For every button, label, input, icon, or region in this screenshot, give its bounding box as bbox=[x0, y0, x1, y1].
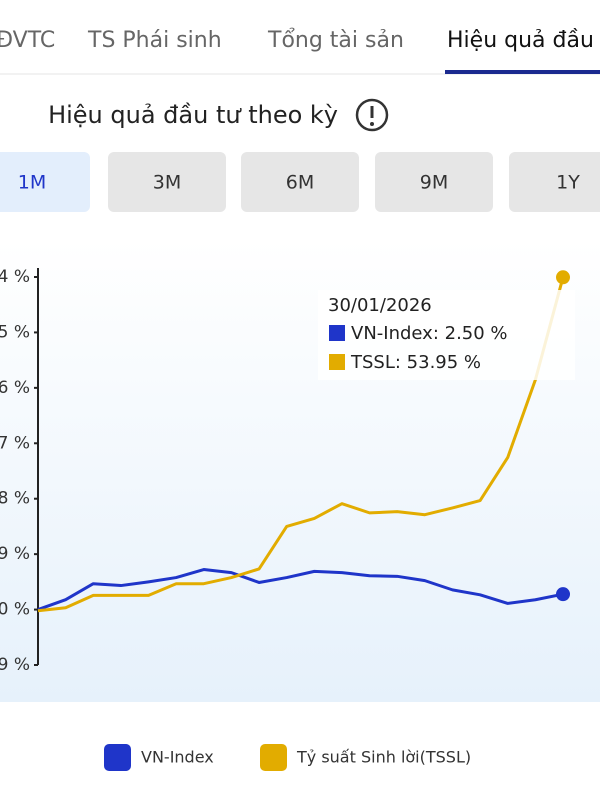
period-button-bg bbox=[375, 152, 493, 212]
series-line bbox=[37, 276, 565, 613]
period-button-bg bbox=[0, 152, 90, 212]
tooltip-swatch bbox=[329, 325, 345, 341]
period-button-bg bbox=[241, 152, 359, 212]
period-button[interactable]: 1M bbox=[0, 152, 90, 212]
legend-swatch bbox=[104, 744, 131, 771]
tooltip-item: TSSL: 53.95 % bbox=[350, 352, 481, 373]
tooltip-date: 30/01/2026 bbox=[328, 295, 432, 316]
y-tick-label: 0 % bbox=[0, 600, 30, 620]
period-button[interactable]: 6M bbox=[241, 152, 359, 212]
y-tick-label: 18 % bbox=[0, 489, 30, 509]
legend-swatch bbox=[260, 744, 287, 771]
info-icon[interactable] bbox=[355, 98, 389, 132]
end-point bbox=[556, 270, 570, 285]
tooltip-swatch bbox=[329, 354, 345, 370]
tooltip-item: VN-Index: 2.50 % bbox=[351, 323, 508, 344]
series-line bbox=[37, 568, 564, 611]
tab[interactable]: Hiệu quả đầu tư bbox=[447, 28, 600, 53]
legend-label: VN-Index bbox=[141, 748, 214, 767]
y-tick-label: 45 % bbox=[0, 322, 30, 342]
period-button-bg bbox=[509, 152, 600, 212]
period-button[interactable]: 9M bbox=[375, 152, 493, 212]
end-point bbox=[556, 587, 570, 602]
period-label: 9M bbox=[420, 172, 448, 194]
period-label: 1M bbox=[18, 172, 46, 194]
section-title: Hiệu quả đầu tư theo kỳ bbox=[48, 101, 338, 129]
y-tick-label: 36 % bbox=[0, 378, 30, 398]
tooltip: 30/01/2026 VN-Index: 2.50 % TSSL: 53.95 % bbox=[318, 290, 575, 380]
period-button[interactable]: 3M bbox=[108, 152, 226, 212]
y-tick-label: 9 % bbox=[0, 544, 30, 564]
period-label: 1Y bbox=[556, 172, 580, 194]
tab[interactable]: TS Phái sinh bbox=[87, 28, 222, 53]
y-tick-label: 27 % bbox=[0, 433, 30, 453]
period-label: 3M bbox=[153, 172, 181, 194]
tooltip-bg bbox=[318, 290, 575, 380]
tab[interactable]: ĐVTC bbox=[0, 28, 55, 53]
active-tab-indicator bbox=[445, 70, 600, 74]
period-button[interactable]: 1Y bbox=[509, 152, 600, 212]
legend-label: Tỷ suất Sinh lời(TSSL) bbox=[296, 748, 471, 767]
period-button-bg bbox=[108, 152, 226, 212]
tab[interactable]: Tổng tài sản bbox=[267, 28, 404, 53]
y-tick-label: -9 % bbox=[0, 655, 30, 675]
y-tick-label: 54 % bbox=[0, 267, 30, 287]
period-label: 6M bbox=[286, 172, 314, 194]
